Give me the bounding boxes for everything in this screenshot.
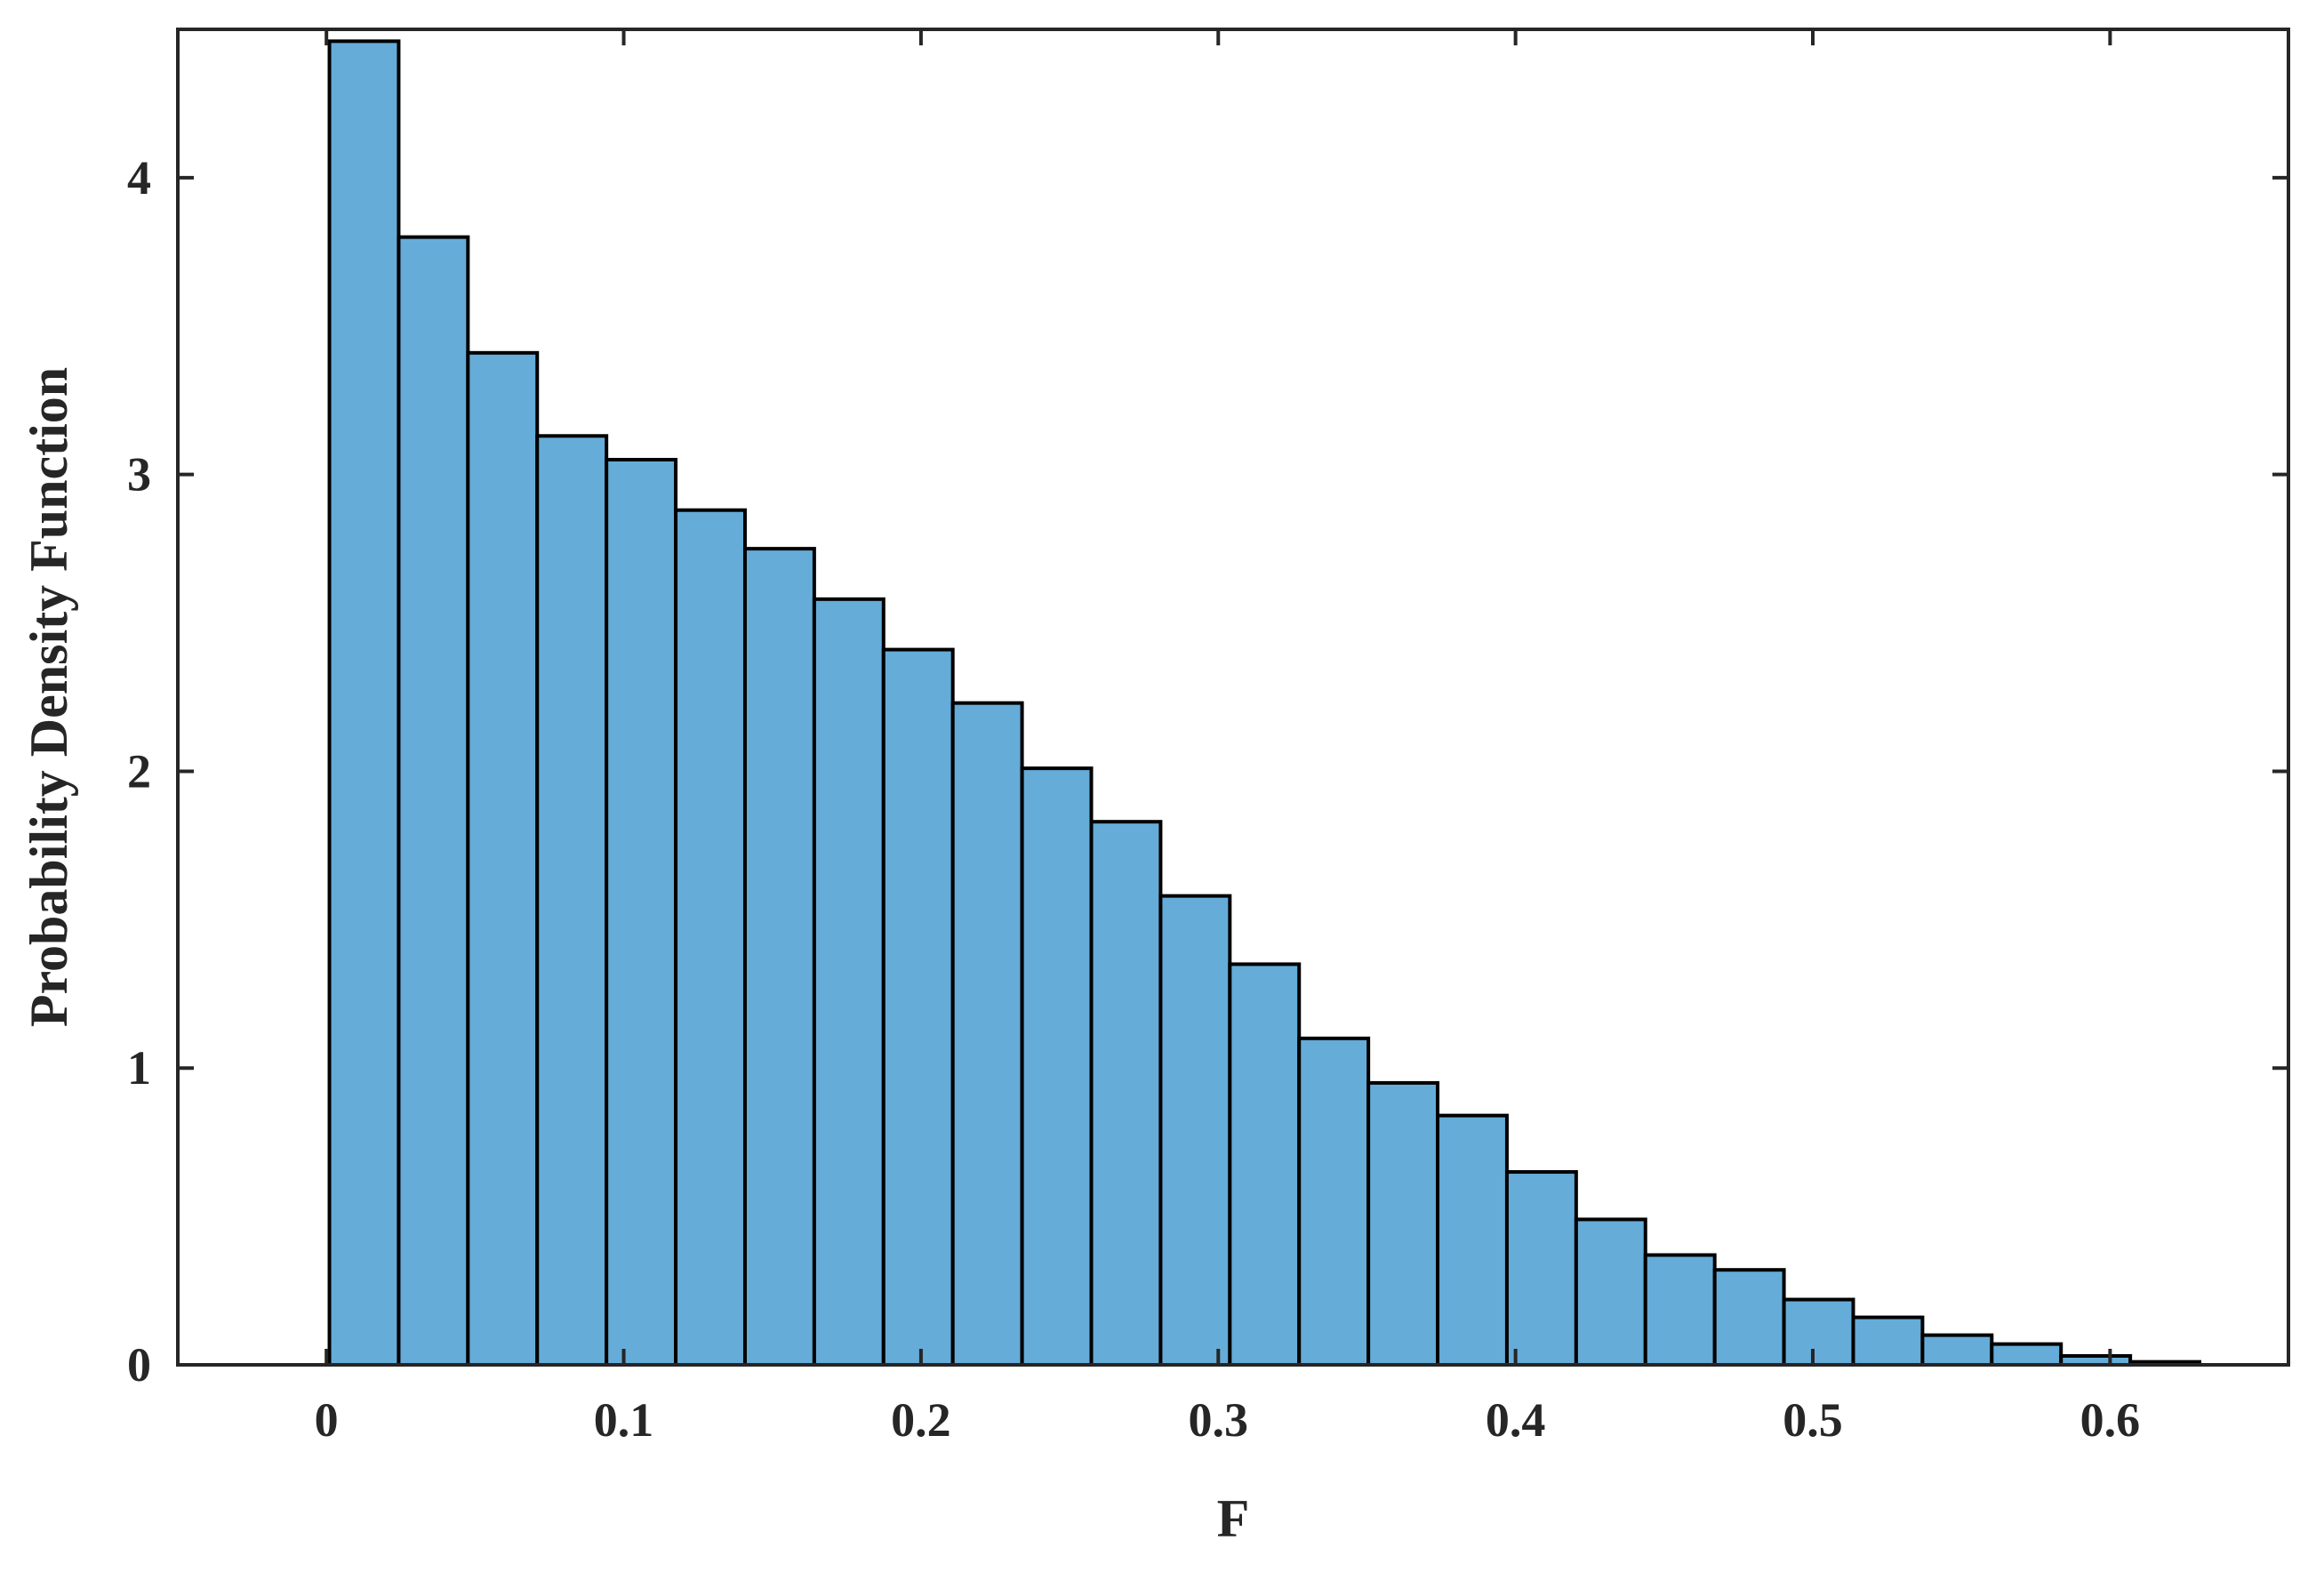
y-tick-label: 1 (127, 1041, 151, 1095)
histogram-bar (742, 547, 816, 1367)
histogram-bar (397, 235, 470, 1367)
histogram-bar (535, 434, 609, 1367)
histogram-bar (1366, 1080, 1440, 1367)
histogram-bar (327, 39, 401, 1367)
histogram-bar (1158, 894, 1232, 1367)
ticks-layer: 0 0.1 0.2 0.3 0.4 0.5 0.6 0 1 2 3 4 (127, 29, 2288, 1447)
histogram-bar (881, 647, 955, 1367)
histogram-bar (605, 457, 678, 1367)
histogram-bar (1712, 1268, 1786, 1367)
histogram-bar (1020, 766, 1094, 1367)
histogram-bar (1297, 1036, 1371, 1367)
histogram-bar (1574, 1217, 1647, 1367)
histogram-bar (466, 350, 540, 1367)
histogram-bar (1782, 1297, 1855, 1367)
x-tick-label: 0.6 (2080, 1393, 2141, 1447)
axes-box (176, 28, 2290, 1367)
x-tick-label: 0.4 (1486, 1393, 1546, 1447)
histogram-bar (950, 701, 1024, 1367)
bars-layer (327, 39, 2202, 1367)
x-tick-label: 0.1 (594, 1393, 654, 1447)
histogram-bar (1643, 1253, 1717, 1367)
y-tick-label: 2 (127, 744, 151, 798)
histogram-bar (812, 597, 886, 1367)
histogram-bar (1228, 962, 1302, 1367)
x-tick-label: 0.5 (1783, 1393, 1843, 1447)
histogram-bar (1990, 1342, 2064, 1367)
histogram-bar (1851, 1315, 1925, 1367)
histogram-bar (1920, 1333, 1994, 1367)
y-tick-label: 3 (127, 448, 151, 501)
x-tick-label: 0.3 (1189, 1393, 1249, 1447)
y-tick-label: 4 (127, 151, 151, 205)
x-axis-label: F (1217, 1489, 1250, 1548)
histogram-bar (674, 508, 747, 1367)
y-tick-label: 0 (127, 1338, 151, 1392)
y-axis-label: Probability Density Function (20, 367, 78, 1027)
histogram-bar (1504, 1170, 1578, 1367)
histogram-bar (1436, 1113, 1509, 1367)
histogram-bar (1089, 820, 1163, 1367)
x-tick-label: 0.2 (891, 1393, 951, 1447)
x-tick-label: 0 (315, 1393, 339, 1447)
